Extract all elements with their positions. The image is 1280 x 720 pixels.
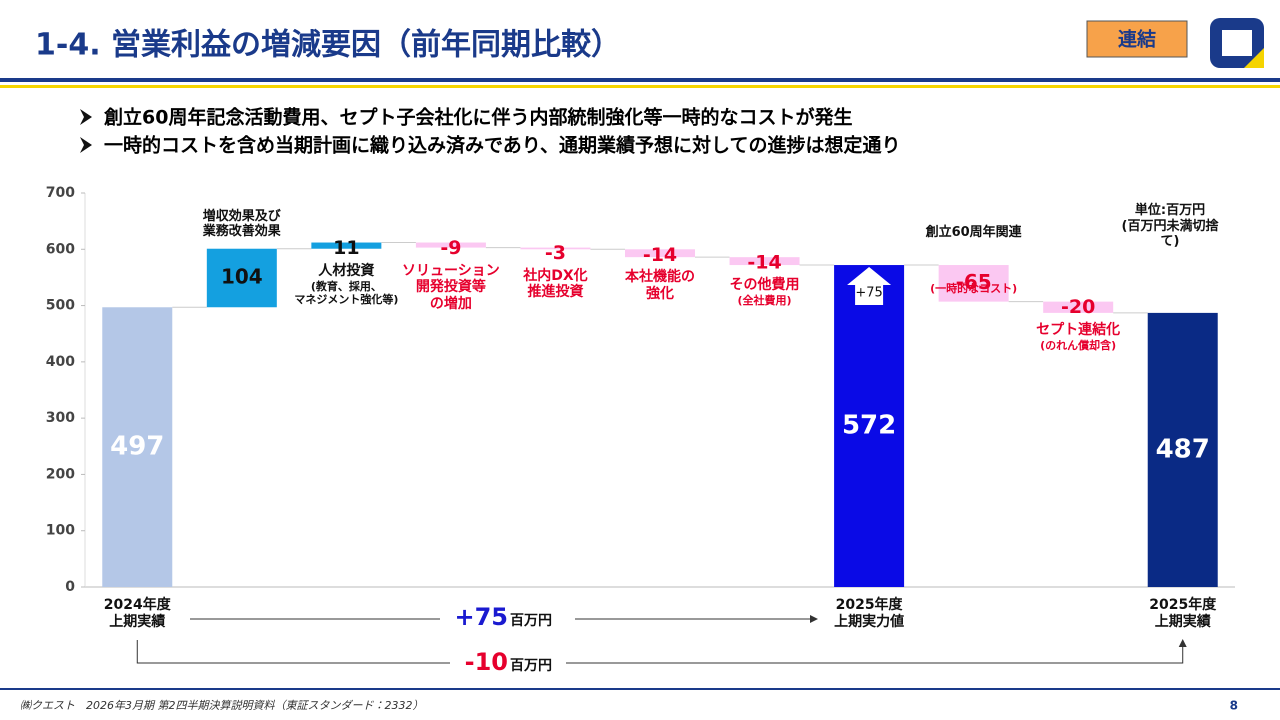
header-rule-accent xyxy=(0,85,1280,88)
category-label: その他費用 xyxy=(729,277,800,294)
bar xyxy=(520,247,591,250)
x-tick-label: 2025年度 上期実力値 xyxy=(834,597,905,630)
badge xyxy=(1086,20,1188,58)
value-label: -14 xyxy=(747,252,781,274)
bar xyxy=(729,257,800,266)
value-label: 487 xyxy=(1156,434,1210,464)
value-label: -20 xyxy=(1061,296,1095,318)
value-label: -9 xyxy=(440,237,461,259)
bracket-unit: 百万円 xyxy=(510,658,552,674)
badge-text: 連結 xyxy=(1118,28,1156,51)
y-tick-label: 300 xyxy=(46,410,75,426)
bullet-marker xyxy=(80,109,92,125)
header-rule xyxy=(0,78,1280,82)
category-note: (全社費用) xyxy=(737,294,792,308)
bracket-line xyxy=(566,646,1184,664)
y-tick-label: 200 xyxy=(46,466,75,482)
category-label: ソリューション 開発投資等 の増加 xyxy=(402,262,500,313)
x-tick-label: 2024年度 上期実績 xyxy=(103,597,171,630)
category-label: 増収効果及び 業務改善効果 xyxy=(202,208,281,240)
bracket-label: -10 xyxy=(465,648,508,676)
y-tick-label: 500 xyxy=(46,298,75,314)
bar xyxy=(1043,301,1114,313)
y-tick-label: 600 xyxy=(46,241,75,257)
bracket-label: +75 xyxy=(454,603,508,631)
bracket-unit: 百万円 xyxy=(510,613,552,629)
page-number: 8 xyxy=(1230,699,1238,713)
value-label: -65 xyxy=(956,270,992,294)
value-label: -3 xyxy=(545,242,566,264)
bar xyxy=(415,242,486,248)
unit-note: 単位:百万円 (百万円未満切捨て) xyxy=(1121,203,1219,250)
y-tick-label: 400 xyxy=(46,354,75,370)
page-title: 1-4. 営業利益の増減要因（前年同期比較） xyxy=(35,28,621,63)
value-label: 572 xyxy=(842,411,896,441)
y-tick-label: 0 xyxy=(65,579,75,595)
logo xyxy=(1210,18,1264,68)
category-note: (一時的なコスト) xyxy=(930,282,1018,296)
category-label: 創立60周年関連 xyxy=(925,225,1022,241)
footer-rule xyxy=(0,688,1280,690)
y-tick-label: 100 xyxy=(46,523,75,539)
increase-arrow xyxy=(847,267,892,306)
category-label: 人材投資 xyxy=(318,262,375,279)
x-tick-label: 2025年度 上期実績 xyxy=(1149,597,1217,630)
category-note: (教育、採用、 マネジメント強化等) xyxy=(294,279,399,306)
bar xyxy=(834,265,905,587)
category-label: セプト連結化 xyxy=(1036,321,1121,338)
increase-label: +75 xyxy=(855,286,882,301)
y-tick-label: 700 xyxy=(46,185,75,201)
bracket-arrow xyxy=(1178,639,1187,647)
bar xyxy=(938,265,1009,302)
bullet-marker xyxy=(80,137,92,153)
value-label: 497 xyxy=(110,432,164,462)
bar xyxy=(311,242,382,249)
bar xyxy=(625,249,695,258)
bar xyxy=(206,248,277,308)
category-label: 社内DX化 推進投資 xyxy=(523,267,588,301)
footer-text: ㈱クエスト 2026年3月期 第2四半期決算説明資料（東証スタンダード：2332… xyxy=(20,699,423,712)
bar xyxy=(1147,312,1218,587)
bracket-arrow xyxy=(810,615,818,623)
value-label: 104 xyxy=(221,264,263,288)
bar xyxy=(102,307,173,587)
value-label: 11 xyxy=(333,237,359,259)
bullet: 創立60周年記念活動費用、セプト子会社化に伴う内部統制強化等一時的なコストが発生 xyxy=(104,106,852,129)
bracket-line xyxy=(136,640,450,664)
category-label: 本社機能の 強化 xyxy=(625,269,695,303)
value-label: -14 xyxy=(643,244,677,266)
category-note: (のれん償却含) xyxy=(1040,338,1117,352)
bullet: 一時的コストを含め当期計画に織り込み済みであり、通期業績予想に対しての進捗は想定… xyxy=(104,134,900,157)
